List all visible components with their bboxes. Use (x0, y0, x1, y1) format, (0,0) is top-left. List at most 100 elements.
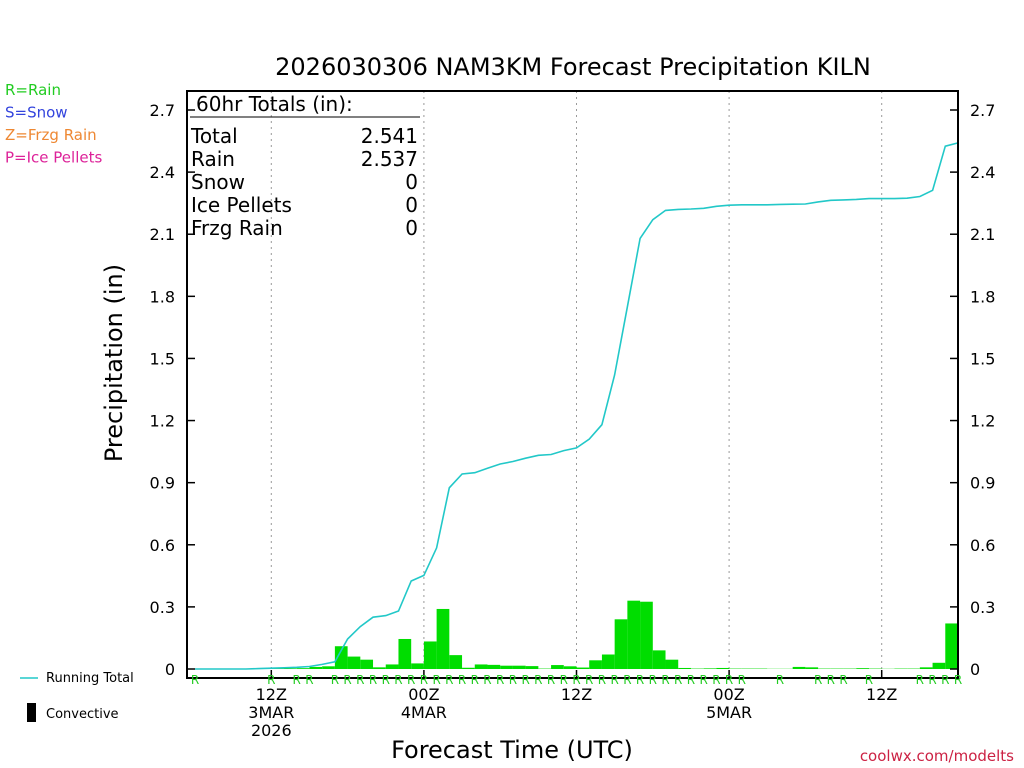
rain-marker: R (814, 673, 822, 687)
convective-bars (245, 600, 958, 669)
y-tick-label-right: 0.9 (970, 474, 995, 493)
precip-bar (601, 654, 615, 669)
rain-marker: R (712, 673, 720, 687)
precip-bar (589, 660, 602, 669)
y-tick-label-left: 0.6 (150, 536, 175, 555)
rain-marker: R (509, 673, 517, 687)
rain-marker: R (560, 673, 568, 687)
rain-marker: R (547, 673, 555, 687)
y-tick-label-left: 0.3 (150, 598, 175, 617)
rain-marker: R (356, 673, 364, 687)
vertical-gridlines (270, 91, 883, 678)
rain-marker: R (661, 673, 669, 687)
rain-marker: R (458, 673, 466, 687)
precip-type-legend-item: R=Rain (5, 81, 61, 99)
totals-row-label: Rain (191, 147, 235, 171)
precip-bar (805, 667, 819, 669)
precip-bar (373, 667, 386, 669)
rain-marker: R (928, 673, 936, 687)
totals-row-value: 2.541 (361, 124, 418, 148)
rain-marker: R (610, 673, 618, 687)
rain-marker: R (420, 673, 428, 687)
rain-marker: R (776, 673, 784, 687)
rain-marker: R (394, 673, 402, 687)
rain-marker: R (305, 673, 313, 687)
rain-marker: R (521, 673, 529, 687)
precip-type-legend: R=Rain S=Snow Z=Frzg Rain P=Ice Pellets (5, 81, 102, 167)
precip-bar (703, 668, 717, 669)
rain-marker: R (267, 673, 275, 687)
rain-marker: R (483, 673, 491, 687)
y-tick-label-left: 0 (165, 660, 175, 679)
precip-bar (512, 665, 526, 669)
totals-row-value: 0 (405, 170, 418, 194)
totals-box: 60hr Totals (in): Total 2.541 Rain 2.537 Snow… (190, 92, 420, 240)
precip-bar (347, 656, 361, 669)
chart-title: 2026030306 NAM3KM Forecast Precipitation… (275, 53, 871, 81)
rain-marker: R (471, 673, 479, 687)
totals-row-label: Total (190, 124, 238, 148)
legend-convective: Convective (27, 703, 119, 722)
precip-bar (919, 667, 933, 669)
precip-bar (500, 665, 513, 669)
rain-marker: R (699, 673, 707, 687)
totals-row-value: 2.537 (361, 147, 418, 171)
y-tick-label-right: 1.5 (970, 349, 995, 368)
precip-bar (932, 662, 946, 669)
x-tick-label: 12Z (561, 685, 592, 704)
x-tick-label: 4MAR (401, 703, 447, 722)
precip-bar (614, 619, 628, 669)
precip-bar (360, 659, 374, 669)
rain-marker: R (649, 673, 657, 687)
precip-bar (563, 666, 577, 669)
y-tick-label-right: 1.8 (970, 287, 995, 306)
x-tick-label: 12Z (256, 685, 287, 704)
precip-bar (474, 664, 488, 669)
running-total-legend-label: Running Total (46, 671, 134, 686)
rain-marker: R (585, 673, 593, 687)
rain-marker: R (191, 673, 199, 687)
credit-text: coolwx.com/modelts (860, 747, 1014, 765)
legend-running-total: Running Total (20, 671, 134, 686)
y-tick-label-left: 1.5 (150, 349, 175, 368)
y-tick-label-right: 1.2 (970, 412, 995, 431)
precip-bar (436, 608, 450, 669)
totals-row-label: Snow (191, 170, 245, 194)
precip-bar (309, 666, 323, 669)
x-tick-label: 12Z (866, 685, 897, 704)
precip-bar (716, 667, 730, 669)
precip-bar (449, 655, 463, 669)
precip-bar (551, 665, 564, 669)
totals-row-value: 0 (405, 216, 418, 240)
y-tick-label-left: 2.7 (150, 101, 175, 120)
running-total-line (195, 142, 959, 670)
precip-bar (576, 667, 590, 669)
x-tick-label: 5MAR (706, 703, 752, 722)
precip-type-legend-item: P=Ice Pellets (5, 149, 102, 167)
precip-bar (640, 601, 653, 669)
precip-bar (411, 663, 424, 669)
convective-legend-label: Convective (46, 707, 119, 722)
x-tick-label: 3MAR (248, 703, 294, 722)
x-tick-label: 00Z (713, 685, 744, 704)
convective-swatch (27, 703, 36, 722)
rain-marker: R (432, 673, 440, 687)
precip-bar (665, 659, 679, 669)
precip-bar (678, 667, 691, 669)
y-axis-label: Precipitation (in) (100, 264, 128, 462)
rain-marker: R (725, 673, 733, 687)
y-tick-label-right: 2.1 (970, 225, 995, 244)
precip-bar (398, 638, 412, 669)
x-axis-label: Forecast Time (UTC) (391, 736, 633, 764)
plot-frame (186, 90, 959, 679)
precip-bar (792, 666, 806, 669)
precip-bar (284, 668, 297, 669)
y-tick-label-left: 0.9 (150, 474, 175, 493)
rain-marker: R (827, 673, 835, 687)
y-tick-label-right: 0 (970, 660, 980, 679)
rain-marker: R (598, 673, 606, 687)
rain-marker: R (534, 673, 542, 687)
precip-type-legend-item: Z=Frzg Rain (5, 126, 97, 144)
